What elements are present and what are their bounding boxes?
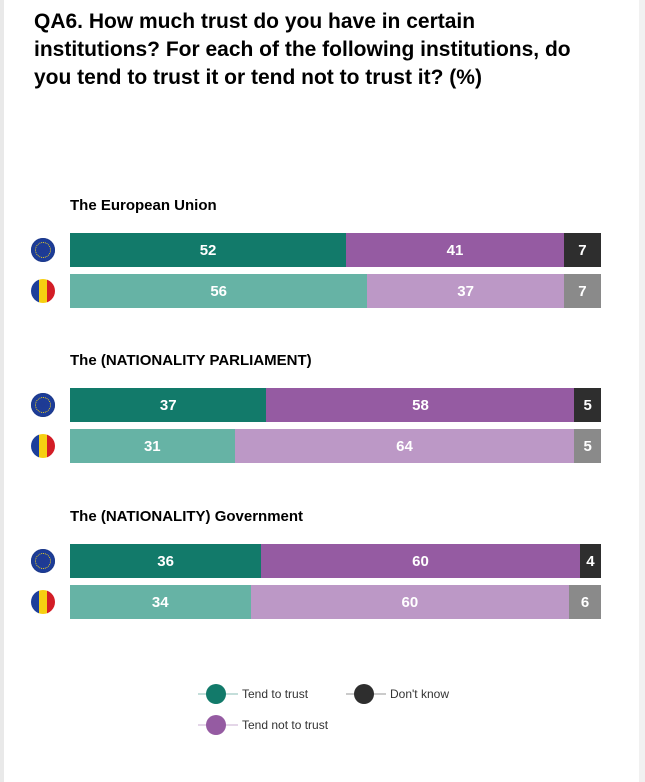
- bar-row: 37 58 5: [70, 388, 601, 422]
- eu-stars-icon: [35, 553, 51, 569]
- bar-segment-not-trust: 41: [346, 233, 564, 267]
- legend-not-trust: Tend not to trust: [198, 713, 328, 737]
- data-label: 60: [412, 552, 429, 570]
- data-label: 41: [446, 241, 464, 259]
- bar-row: 56 37 7: [70, 274, 601, 308]
- data-label: 36: [157, 552, 174, 570]
- page-left-edge: [0, 0, 4, 782]
- bar-segment-not-trust: 37: [367, 274, 564, 308]
- bar-segment-dont-know: 6: [569, 585, 601, 619]
- data-label: 34: [151, 593, 169, 611]
- bar-row: 31 64 5: [70, 429, 601, 463]
- data-label: 6: [580, 593, 590, 611]
- group-label: The (NATIONALITY) Government: [70, 508, 304, 525]
- data-label: 64: [396, 437, 413, 455]
- eu-flag-icon: [31, 549, 55, 573]
- romania-flag-icon: [31, 434, 55, 458]
- data-label: 4: [586, 552, 595, 570]
- bar-segment-trust: 37: [70, 388, 267, 422]
- data-label: 7: [578, 282, 587, 300]
- romania-flag-icon: [31, 590, 55, 614]
- legend-marker-icon: [198, 682, 238, 706]
- bar-row: 34 60 6: [70, 585, 601, 619]
- bar-segment-dont-know: 5: [574, 429, 601, 463]
- page-right-edge: [639, 0, 645, 782]
- bar-segment-trust: 31: [70, 429, 235, 463]
- data-label: 5: [583, 437, 592, 455]
- legend-marker-icon: [346, 682, 386, 706]
- legend-label: Don't know: [390, 687, 449, 701]
- bar-segment-trust: 34: [70, 585, 251, 619]
- bar-segment-not-trust: 58: [266, 388, 575, 422]
- bar-segment-not-trust: 60: [250, 585, 570, 619]
- data-label: 52: [199, 241, 217, 259]
- bar-segment-trust: 52: [70, 233, 347, 267]
- data-label: 5: [583, 396, 592, 414]
- eu-stars-icon: [35, 242, 51, 258]
- eu-flag-icon: [31, 393, 55, 417]
- group-label: The (NATIONALITY PARLIAMENT): [70, 352, 312, 369]
- data-label: 7: [578, 241, 587, 259]
- bar-segment-not-trust: 64: [234, 429, 575, 463]
- bar-segment-dont-know: 7: [563, 233, 601, 267]
- legend-label: Tend to trust: [242, 687, 309, 701]
- bar-segment-not-trust: 60: [261, 544, 580, 578]
- legend-marker-icon: [198, 713, 238, 737]
- eu-flag-icon: [31, 238, 55, 262]
- legend-trust: Tend to trust: [198, 682, 308, 706]
- bar-row: 36 60 4: [70, 544, 601, 578]
- data-label: 37: [457, 282, 474, 300]
- bar-segment-trust: 56: [70, 274, 368, 308]
- legend-dont-know: Don't know: [346, 682, 449, 706]
- romania-flag-icon: [31, 279, 55, 303]
- data-label: 58: [412, 396, 429, 414]
- bar-segment-dont-know: 4: [579, 544, 601, 578]
- bar-row: 52 41 7: [70, 233, 601, 267]
- bar-segment-trust: 36: [70, 544, 262, 578]
- data-label: 56: [210, 282, 228, 300]
- data-label: 37: [159, 396, 177, 414]
- bar-segment-dont-know: 7: [563, 274, 601, 308]
- bar-segment-dont-know: 5: [574, 388, 601, 422]
- chart-title: QA6. How much trust do you have in certa…: [34, 10, 571, 89]
- group-label: The European Union: [70, 197, 217, 214]
- data-label: 31: [143, 437, 161, 455]
- data-label: 60: [401, 593, 419, 611]
- eu-stars-icon: [35, 397, 51, 413]
- legend-label: Tend not to trust: [242, 718, 329, 732]
